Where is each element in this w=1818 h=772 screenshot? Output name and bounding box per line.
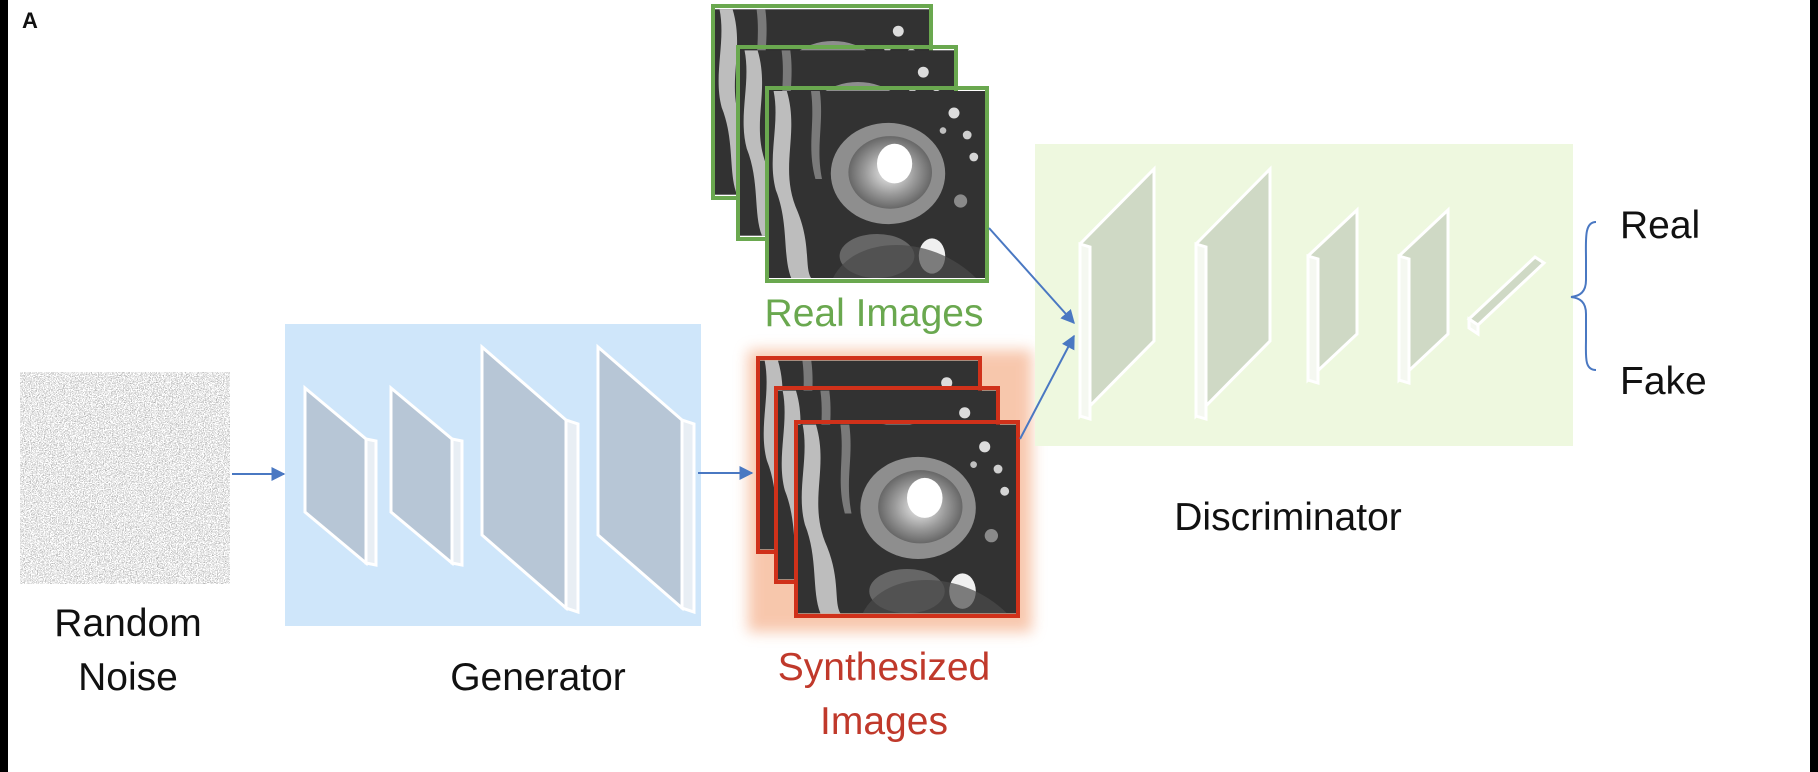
discriminator-layer-5 bbox=[1466, 255, 1547, 337]
output-bracket bbox=[1570, 221, 1597, 371]
flow-arrows bbox=[232, 227, 1075, 481]
discriminator-layer-3 bbox=[1306, 206, 1359, 386]
generator-layer-4 bbox=[596, 343, 696, 615]
gan-diagram bbox=[20, 4, 1597, 632]
figure-panel: A bbox=[8, 0, 1810, 772]
real-image-frame-3 bbox=[765, 86, 989, 283]
discriminator-layer-2 bbox=[1194, 165, 1272, 422]
discriminator-layer-1 bbox=[1078, 165, 1156, 422]
arrow-real-to-discriminator bbox=[988, 227, 1075, 325]
output-fake-label: Fake bbox=[1620, 360, 1707, 403]
random-noise-label-line-1: Random bbox=[54, 602, 202, 645]
panel-letter: A bbox=[22, 8, 38, 33]
discriminator-label: Discriminator bbox=[1174, 496, 1402, 539]
synthesized-images-label-line-2: Images bbox=[820, 700, 948, 743]
generator-layers bbox=[303, 343, 696, 615]
synthesized-images-label-line-1: Synthesized bbox=[777, 646, 991, 689]
output-real-label: Real bbox=[1620, 204, 1701, 247]
discriminator-layer-4 bbox=[1397, 206, 1450, 386]
discriminator-layers bbox=[1078, 165, 1547, 422]
generator-layer-3 bbox=[480, 343, 580, 615]
random-noise-image bbox=[20, 372, 230, 584]
real-images-stack bbox=[711, 4, 989, 283]
generator-label: Generator bbox=[450, 656, 626, 699]
generator-layer-2 bbox=[389, 384, 464, 567]
real-images-label: Real Images bbox=[764, 292, 984, 335]
synthesized-image-frame-3 bbox=[794, 420, 1020, 618]
generator-layer-1 bbox=[303, 384, 378, 567]
arrow-synthesized-to-discriminator bbox=[1019, 334, 1075, 440]
synthesized-images-stack bbox=[748, 350, 1032, 632]
random-noise-label-line-2: Noise bbox=[78, 656, 178, 699]
